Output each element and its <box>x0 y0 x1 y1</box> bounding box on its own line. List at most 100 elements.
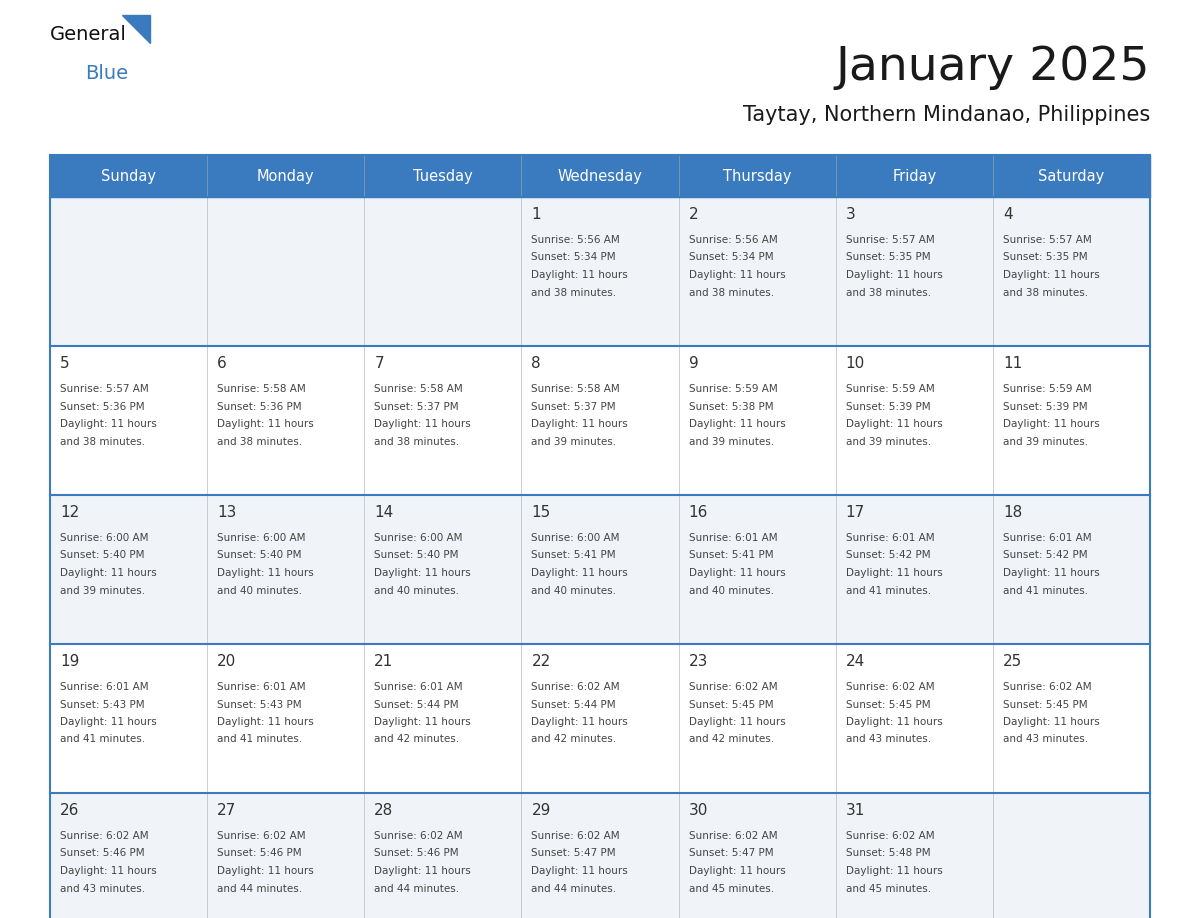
Text: 17: 17 <box>846 505 865 520</box>
Text: and 38 minutes.: and 38 minutes. <box>689 287 773 297</box>
Bar <box>50 495 1150 644</box>
Text: Daylight: 11 hours: Daylight: 11 hours <box>689 419 785 429</box>
Text: 2: 2 <box>689 207 699 222</box>
Text: Sunrise: 5:56 AM: Sunrise: 5:56 AM <box>689 235 777 245</box>
Text: Daylight: 11 hours: Daylight: 11 hours <box>1003 270 1100 280</box>
Text: Daylight: 11 hours: Daylight: 11 hours <box>61 717 157 727</box>
Text: 24: 24 <box>846 654 865 669</box>
Text: and 44 minutes.: and 44 minutes. <box>531 883 617 893</box>
Text: 1: 1 <box>531 207 541 222</box>
Text: Sunset: 5:43 PM: Sunset: 5:43 PM <box>61 700 145 710</box>
Text: and 45 minutes.: and 45 minutes. <box>846 883 931 893</box>
Text: Sunrise: 5:59 AM: Sunrise: 5:59 AM <box>689 384 777 394</box>
Bar <box>50 346 1150 495</box>
Text: 4: 4 <box>1003 207 1012 222</box>
Text: and 38 minutes.: and 38 minutes. <box>1003 287 1088 297</box>
Text: Sunrise: 5:57 AM: Sunrise: 5:57 AM <box>846 235 935 245</box>
Text: 18: 18 <box>1003 505 1022 520</box>
Text: 25: 25 <box>1003 654 1022 669</box>
Text: and 41 minutes.: and 41 minutes. <box>61 734 145 744</box>
Text: Sunset: 5:45 PM: Sunset: 5:45 PM <box>689 700 773 710</box>
Text: and 40 minutes.: and 40 minutes. <box>217 586 302 596</box>
Bar <box>50 197 1150 346</box>
Text: Sunset: 5:45 PM: Sunset: 5:45 PM <box>1003 700 1087 710</box>
Text: Blue: Blue <box>86 63 128 83</box>
Text: Daylight: 11 hours: Daylight: 11 hours <box>846 717 942 727</box>
Text: Sunrise: 5:57 AM: Sunrise: 5:57 AM <box>1003 235 1092 245</box>
Text: 11: 11 <box>1003 356 1022 371</box>
Text: Sunset: 5:39 PM: Sunset: 5:39 PM <box>1003 401 1087 411</box>
Text: 31: 31 <box>846 803 865 818</box>
Text: Sunrise: 6:00 AM: Sunrise: 6:00 AM <box>531 533 620 543</box>
Text: Sunset: 5:48 PM: Sunset: 5:48 PM <box>846 848 930 858</box>
Text: and 38 minutes.: and 38 minutes. <box>374 436 460 446</box>
Text: Sunday: Sunday <box>101 169 156 184</box>
Text: Sunrise: 6:01 AM: Sunrise: 6:01 AM <box>846 533 934 543</box>
Text: and 40 minutes.: and 40 minutes. <box>689 586 773 596</box>
Bar <box>50 155 1150 197</box>
Text: January 2025: January 2025 <box>835 45 1150 90</box>
Text: and 41 minutes.: and 41 minutes. <box>1003 586 1088 596</box>
Text: Sunset: 5:37 PM: Sunset: 5:37 PM <box>374 401 459 411</box>
Text: and 39 minutes.: and 39 minutes. <box>1003 436 1088 446</box>
Text: Sunrise: 6:01 AM: Sunrise: 6:01 AM <box>61 682 148 692</box>
Text: Wednesday: Wednesday <box>557 169 643 184</box>
Text: and 38 minutes.: and 38 minutes. <box>846 287 931 297</box>
Text: 9: 9 <box>689 356 699 371</box>
Text: 19: 19 <box>61 654 80 669</box>
Text: 13: 13 <box>217 505 236 520</box>
Text: Daylight: 11 hours: Daylight: 11 hours <box>61 419 157 429</box>
Text: and 38 minutes.: and 38 minutes. <box>531 287 617 297</box>
Text: Daylight: 11 hours: Daylight: 11 hours <box>217 419 314 429</box>
Text: Daylight: 11 hours: Daylight: 11 hours <box>1003 419 1100 429</box>
Text: Sunset: 5:45 PM: Sunset: 5:45 PM <box>846 700 930 710</box>
Text: Sunrise: 5:59 AM: Sunrise: 5:59 AM <box>846 384 935 394</box>
Text: 27: 27 <box>217 803 236 818</box>
Text: 21: 21 <box>374 654 393 669</box>
Text: and 42 minutes.: and 42 minutes. <box>374 734 460 744</box>
Text: Sunset: 5:36 PM: Sunset: 5:36 PM <box>61 401 145 411</box>
Text: Sunset: 5:36 PM: Sunset: 5:36 PM <box>217 401 302 411</box>
Text: and 39 minutes.: and 39 minutes. <box>689 436 773 446</box>
Text: Daylight: 11 hours: Daylight: 11 hours <box>846 568 942 578</box>
Text: 5: 5 <box>61 356 70 371</box>
Text: Sunrise: 6:02 AM: Sunrise: 6:02 AM <box>374 831 463 841</box>
Text: Tuesday: Tuesday <box>413 169 473 184</box>
Text: Sunrise: 6:01 AM: Sunrise: 6:01 AM <box>374 682 463 692</box>
Text: and 40 minutes.: and 40 minutes. <box>531 586 617 596</box>
Text: Sunset: 5:46 PM: Sunset: 5:46 PM <box>217 848 302 858</box>
Text: Sunset: 5:47 PM: Sunset: 5:47 PM <box>531 848 617 858</box>
Text: 29: 29 <box>531 803 551 818</box>
Text: 16: 16 <box>689 505 708 520</box>
Text: Daylight: 11 hours: Daylight: 11 hours <box>689 866 785 876</box>
Text: Sunset: 5:39 PM: Sunset: 5:39 PM <box>846 401 930 411</box>
Text: 22: 22 <box>531 654 551 669</box>
Text: Daylight: 11 hours: Daylight: 11 hours <box>531 419 628 429</box>
Text: Daylight: 11 hours: Daylight: 11 hours <box>61 866 157 876</box>
Text: Sunset: 5:41 PM: Sunset: 5:41 PM <box>689 551 773 561</box>
Text: Sunrise: 6:02 AM: Sunrise: 6:02 AM <box>689 831 777 841</box>
Text: and 44 minutes.: and 44 minutes. <box>217 883 302 893</box>
Text: Daylight: 11 hours: Daylight: 11 hours <box>846 270 942 280</box>
Polygon shape <box>122 16 150 43</box>
Text: 28: 28 <box>374 803 393 818</box>
Text: Sunrise: 6:00 AM: Sunrise: 6:00 AM <box>374 533 463 543</box>
Text: Sunrise: 6:02 AM: Sunrise: 6:02 AM <box>531 831 620 841</box>
Text: and 43 minutes.: and 43 minutes. <box>846 734 931 744</box>
Text: 14: 14 <box>374 505 393 520</box>
Text: 20: 20 <box>217 654 236 669</box>
Text: Sunrise: 6:01 AM: Sunrise: 6:01 AM <box>217 682 305 692</box>
Text: Sunrise: 6:02 AM: Sunrise: 6:02 AM <box>846 682 934 692</box>
Text: Sunset: 5:35 PM: Sunset: 5:35 PM <box>846 252 930 263</box>
Text: Daylight: 11 hours: Daylight: 11 hours <box>374 717 470 727</box>
Text: Sunset: 5:40 PM: Sunset: 5:40 PM <box>217 551 302 561</box>
Text: Sunset: 5:38 PM: Sunset: 5:38 PM <box>689 401 773 411</box>
Text: Daylight: 11 hours: Daylight: 11 hours <box>217 568 314 578</box>
Text: Sunrise: 5:58 AM: Sunrise: 5:58 AM <box>374 384 463 394</box>
Text: Daylight: 11 hours: Daylight: 11 hours <box>1003 568 1100 578</box>
Text: Sunset: 5:40 PM: Sunset: 5:40 PM <box>374 551 459 561</box>
Text: and 40 minutes.: and 40 minutes. <box>374 586 460 596</box>
Text: Sunset: 5:46 PM: Sunset: 5:46 PM <box>374 848 459 858</box>
Text: Daylight: 11 hours: Daylight: 11 hours <box>217 717 314 727</box>
Text: Sunset: 5:44 PM: Sunset: 5:44 PM <box>374 700 459 710</box>
